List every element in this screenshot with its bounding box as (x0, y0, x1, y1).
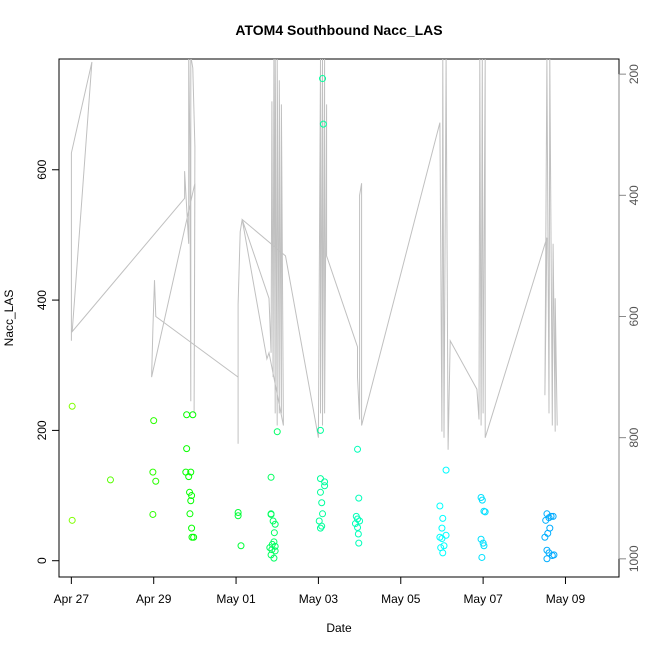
data-point (268, 546, 276, 554)
x-tick-label: Apr 29 (136, 592, 172, 606)
data-point (186, 488, 194, 496)
data-point (186, 510, 194, 518)
data-point (542, 516, 550, 524)
data-point (68, 516, 76, 524)
y2-tick-label: 1000 (627, 545, 641, 572)
data-point (321, 478, 329, 486)
data-point (185, 473, 193, 481)
data-point (319, 510, 327, 518)
y-axis-label: Nacc_LAS (2, 290, 16, 347)
data-point (354, 523, 362, 531)
data-point (271, 520, 279, 528)
data-point (234, 512, 242, 520)
x-axis: Apr 27 Apr 29 May 01 May 03 May 05 May 07 May … (54, 576, 586, 606)
y-tick-label: 0 (35, 557, 49, 564)
y-tick-label: 200 (35, 420, 49, 440)
x-tick-label: May 09 (546, 592, 586, 606)
y2-tick-label: 400 (627, 185, 641, 205)
data-point (354, 530, 362, 538)
data-point (316, 426, 324, 434)
data-point (188, 524, 196, 532)
x-tick-label: May 01 (216, 592, 256, 606)
data-point (355, 539, 363, 547)
data-point (316, 524, 324, 532)
y2-tick-label: 200 (627, 64, 641, 84)
data-point (267, 473, 275, 481)
x-tick-label: May 07 (463, 592, 503, 606)
data-point (478, 496, 486, 504)
data-point (237, 542, 245, 550)
plot-frame (58, 58, 620, 578)
secondary-y-axis: 200 400 600 800 1000 (618, 64, 641, 572)
y-axis: 0 200 400 600 (35, 159, 60, 564)
x-tick-label: Apr 27 (54, 592, 90, 606)
y2-tick-label: 600 (627, 306, 641, 326)
x-tick-label: May 05 (381, 592, 421, 606)
y-tick-label: 600 (35, 159, 49, 179)
data-point (150, 417, 158, 425)
data-point (149, 510, 157, 518)
data-point (106, 476, 114, 484)
data-point (319, 75, 327, 83)
data-point (438, 524, 446, 532)
data-point (270, 554, 278, 562)
data-point (319, 120, 327, 128)
data-points (68, 75, 558, 563)
data-point (549, 512, 557, 520)
data-point (149, 468, 157, 476)
data-point (442, 466, 450, 474)
data-point (234, 508, 242, 516)
data-point (481, 508, 489, 516)
data-point (543, 555, 551, 563)
data-point (190, 533, 198, 541)
pressure-track (70, 59, 558, 450)
data-point (354, 445, 362, 453)
data-point (550, 551, 558, 559)
data-point (436, 502, 444, 510)
data-point (267, 510, 275, 518)
data-point (439, 514, 447, 522)
data-point (183, 411, 191, 419)
data-point (152, 477, 160, 485)
data-point (318, 522, 326, 530)
data-point (68, 402, 76, 410)
data-point (541, 533, 549, 541)
data-point (183, 445, 191, 453)
data-point (266, 544, 274, 552)
data-point (354, 515, 362, 523)
data-point (478, 553, 486, 561)
data-point (187, 497, 195, 505)
y-tick-label: 400 (35, 290, 49, 310)
data-point (187, 468, 195, 476)
data-point (316, 475, 324, 483)
data-point (351, 520, 359, 528)
data-point (273, 428, 281, 436)
x-axis-label: Date (326, 621, 352, 635)
pressure-track-line (70, 59, 558, 450)
data-point (480, 542, 488, 550)
data-point (316, 488, 324, 496)
data-point (442, 531, 450, 539)
data-point (439, 549, 447, 557)
data-point (477, 535, 485, 543)
y2-tick-label: 800 (627, 427, 641, 447)
data-point (189, 411, 197, 419)
chart-title: ATOM4 Southbound Nacc_LAS (235, 22, 442, 38)
data-point (271, 547, 279, 555)
data-point (321, 482, 329, 490)
data-point (438, 535, 446, 543)
data-point (318, 499, 326, 507)
data-point (547, 512, 555, 520)
data-point (355, 494, 363, 502)
data-point (270, 529, 278, 537)
x-tick-label: May 03 (299, 592, 339, 606)
